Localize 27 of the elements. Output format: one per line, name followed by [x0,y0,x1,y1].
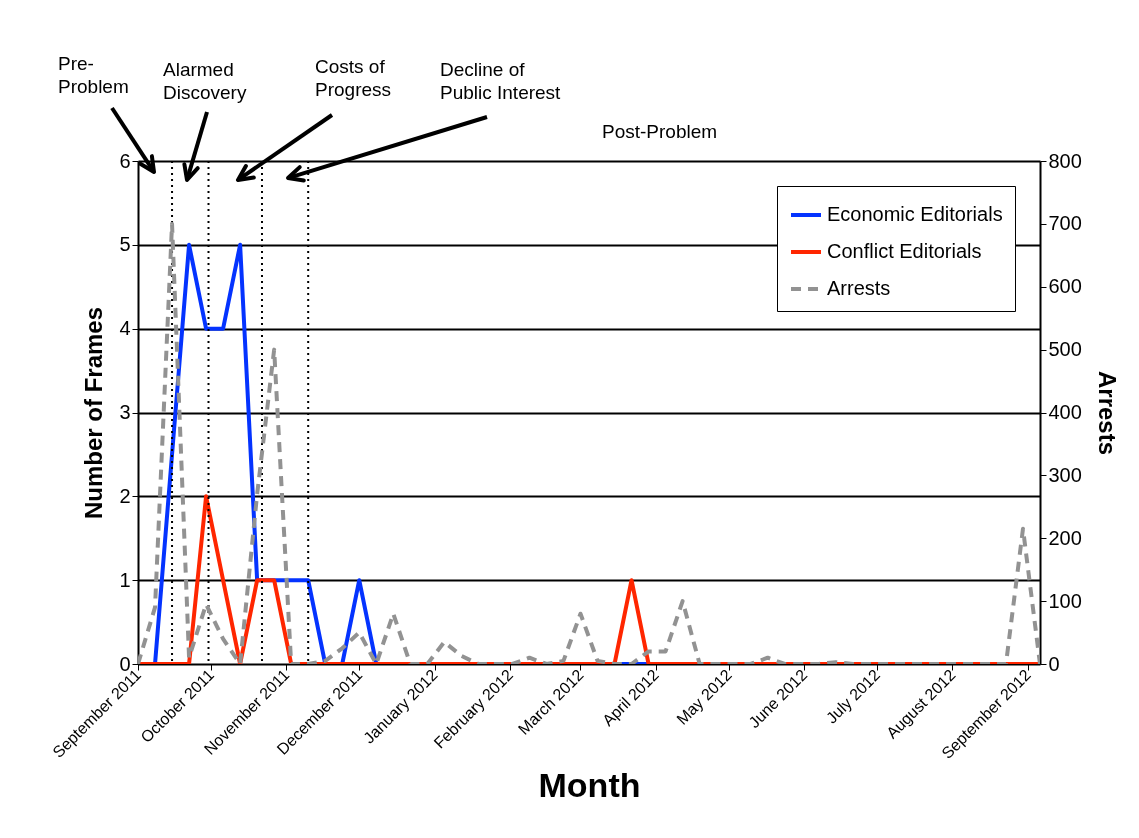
y2-tick-label: 200 [1048,526,1082,549]
y-tick-label: 2 [119,484,131,507]
text: Decline of Public Interest [440,58,561,104]
y-tick-label: 6 [119,149,131,172]
y2-tick-label: 0 [1048,652,1060,675]
y2-tick-label: 100 [1048,589,1082,612]
y2-tick-label: 500 [1048,338,1082,361]
legend-label: Arrests [827,277,891,299]
legend-label: Economic Editorials [827,203,1003,225]
y2-tick-label: 400 [1048,401,1082,423]
y-tick-label: 4 [119,317,131,340]
text: Pre- Problem [58,52,129,98]
y-axis-title: Number of Frames [80,306,108,520]
text: Costs of Progress [315,55,392,101]
y2-tick-label: 300 [1048,463,1082,486]
x-axis-title: Month [538,765,641,804]
y-tick-label: 3 [119,401,131,423]
y2-tick-label: 800 [1048,149,1082,172]
y2-tick-label: 600 [1048,275,1082,298]
y2-tick-label: 700 [1048,212,1082,235]
y-tick-label: 1 [119,568,131,591]
y-tick-label: 5 [119,233,131,256]
y-tick-label: 0 [119,652,131,675]
text: Alarmed Discovery [163,58,247,104]
text: Post-Problem [602,120,718,143]
y2-axis-title: Arrests [1093,370,1121,456]
legend-label: Conflict Editorials [827,240,982,262]
